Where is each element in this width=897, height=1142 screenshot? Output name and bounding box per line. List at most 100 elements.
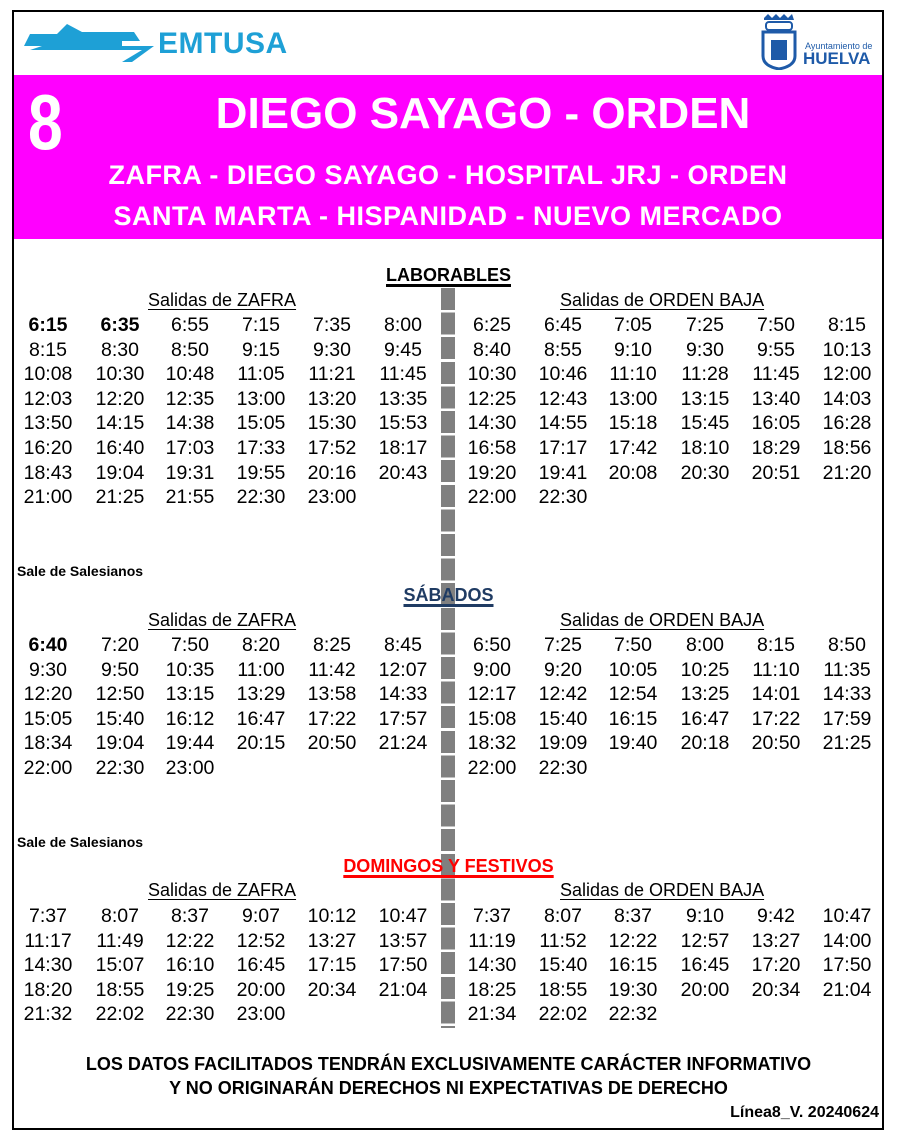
departure-time-right: 7:37 (473, 905, 511, 927)
departure-time-left: 11:42 (308, 658, 356, 681)
departure-time-left: 8:37 (171, 905, 209, 927)
departure-time-left: 10:47 (378, 905, 428, 927)
departure-time-right: 19:30 (608, 978, 658, 1001)
departure-time-left: 7:35 (313, 314, 351, 336)
departure-time-left: 22:00 (23, 757, 73, 779)
departure-time-left: 22:30 (95, 757, 145, 779)
departure-time-left: 6:35 (100, 314, 140, 336)
departure-time-left: 19:44 (165, 732, 215, 755)
departure-time-right: 13:00 (608, 387, 658, 410)
departure-time-right: 14:55 (538, 412, 588, 435)
departure-time-left: 8:15 (29, 338, 67, 361)
departure-time-left: 16:10 (165, 954, 215, 977)
departure-time-right: 18:32 (467, 732, 517, 755)
departure-time-left: 22:30 (236, 486, 286, 509)
departure-time-right: 11:19 (468, 929, 516, 952)
departure-time-left: 7:15 (242, 314, 280, 336)
departure-time-left: 15:53 (378, 412, 428, 435)
departure-time-right: 20:51 (751, 461, 801, 484)
departure-time-right: 18:55 (538, 978, 588, 1001)
departure-time-left: 15:05 (236, 412, 286, 435)
departure-time-left: 14:30 (23, 954, 73, 977)
departure-time-right: 12:00 (822, 363, 872, 386)
departure-time-left: 6:40 (28, 634, 68, 656)
departure-time-left: 11:17 (24, 929, 72, 952)
departure-time-left: 10:12 (307, 905, 357, 927)
departure-time-right: 20:00 (680, 978, 730, 1001)
departure-time-right: 8:50 (828, 634, 866, 656)
emtusa-logo-icon (24, 24, 154, 62)
departure-time-left: 12:20 (23, 683, 73, 706)
departure-time-left: 7:20 (101, 634, 139, 656)
departure-time-left: 8:50 (171, 338, 209, 361)
section-title: SÁBADOS (0, 585, 897, 606)
departure-time-right: 14:30 (467, 412, 517, 435)
departures-left-label: Salidas de ZAFRA (148, 880, 297, 900)
departure-time-left: 21:55 (165, 486, 215, 509)
departure-time-left: 9:45 (384, 338, 422, 361)
departure-time-right: 12:57 (680, 929, 730, 952)
departure-time-right: 12:42 (538, 683, 588, 706)
departure-time-right: 6:50 (473, 634, 511, 656)
departure-time-left: 12:07 (378, 658, 428, 681)
departure-time-left: 11:00 (237, 658, 285, 681)
route-stops-2: SANTA MARTA - HISPANIDAD - NUEVO MERCADO (113, 201, 783, 231)
section-title: LABORABLES (0, 265, 897, 286)
departure-time-left: 9:30 (313, 338, 351, 361)
departures-left-label: Salidas de ZAFRA (148, 610, 297, 630)
line-number: 8 (28, 78, 63, 166)
departure-time-left: 13:20 (307, 387, 357, 410)
departure-time-left: 19:55 (236, 461, 286, 484)
departure-time-right: 17:50 (822, 954, 872, 977)
departure-time-right: 20:34 (751, 978, 801, 1001)
departure-time-left: 12:50 (95, 683, 145, 706)
departure-time-right: 14:30 (467, 954, 517, 977)
departure-time-left: 21:24 (378, 732, 428, 755)
departure-time-right: 15:08 (467, 707, 517, 730)
departure-time-right: 21:20 (822, 461, 872, 484)
departure-time-left: 14:15 (95, 412, 145, 435)
departures-right-label: Salidas de ORDEN BAJA (560, 610, 765, 630)
departure-time-left: 9:07 (242, 905, 280, 927)
departure-time-left: 18:43 (23, 461, 73, 484)
departure-time-right: 8:15 (757, 634, 795, 656)
departure-time-left: 15:30 (307, 412, 357, 435)
departure-time-left: 12:22 (165, 929, 215, 952)
departure-time-right: 8:00 (686, 634, 724, 656)
departure-time-right: 11:45 (752, 363, 800, 386)
departure-time-left: 13:29 (236, 683, 286, 706)
departure-time-right: 22:00 (467, 486, 517, 509)
departure-time-left: 19:04 (95, 461, 145, 484)
departure-time-left: 17:22 (307, 707, 357, 730)
departure-time-left: 23:00 (165, 757, 215, 779)
departure-time-left: 12:20 (95, 387, 145, 410)
departure-time-left: 12:35 (165, 387, 215, 410)
departure-time-right: 15:18 (608, 412, 658, 435)
departure-time-left: 18:17 (378, 437, 428, 459)
departure-time-left: 11:05 (237, 363, 285, 386)
departure-time-right: 8:15 (828, 314, 866, 336)
departure-time-left: 7:37 (29, 905, 67, 927)
departure-time-left: 6:55 (171, 314, 209, 336)
section-title-text: DOMINGOS Y FESTIVOS (343, 856, 554, 876)
departure-time-left: 14:38 (165, 412, 215, 435)
departure-time-right: 18:10 (680, 437, 730, 459)
departure-time-right: 18:29 (751, 437, 801, 459)
departure-time-left: 16:20 (23, 437, 73, 459)
departure-time-left: 13:58 (307, 683, 357, 706)
departure-time-left: 20:50 (307, 732, 357, 755)
departure-time-left: 16:47 (236, 707, 286, 730)
departure-time-right: 10:47 (822, 905, 872, 927)
departure-time-left: 10:30 (95, 363, 145, 386)
departure-time-left: 10:35 (165, 658, 215, 681)
departure-time-left: 23:00 (307, 486, 357, 509)
departure-time-right: 16:15 (608, 707, 658, 730)
departure-time-right: 10:30 (467, 363, 517, 386)
departure-time-left: 23:00 (236, 1003, 286, 1026)
departure-time-left: 17:50 (378, 954, 428, 977)
departure-time-left: 17:52 (307, 437, 357, 459)
departure-time-right: 8:07 (544, 905, 582, 927)
departure-time-right: 13:25 (680, 683, 730, 706)
departure-time-left: 9:30 (29, 658, 67, 681)
departure-time-right: 9:42 (757, 905, 795, 927)
